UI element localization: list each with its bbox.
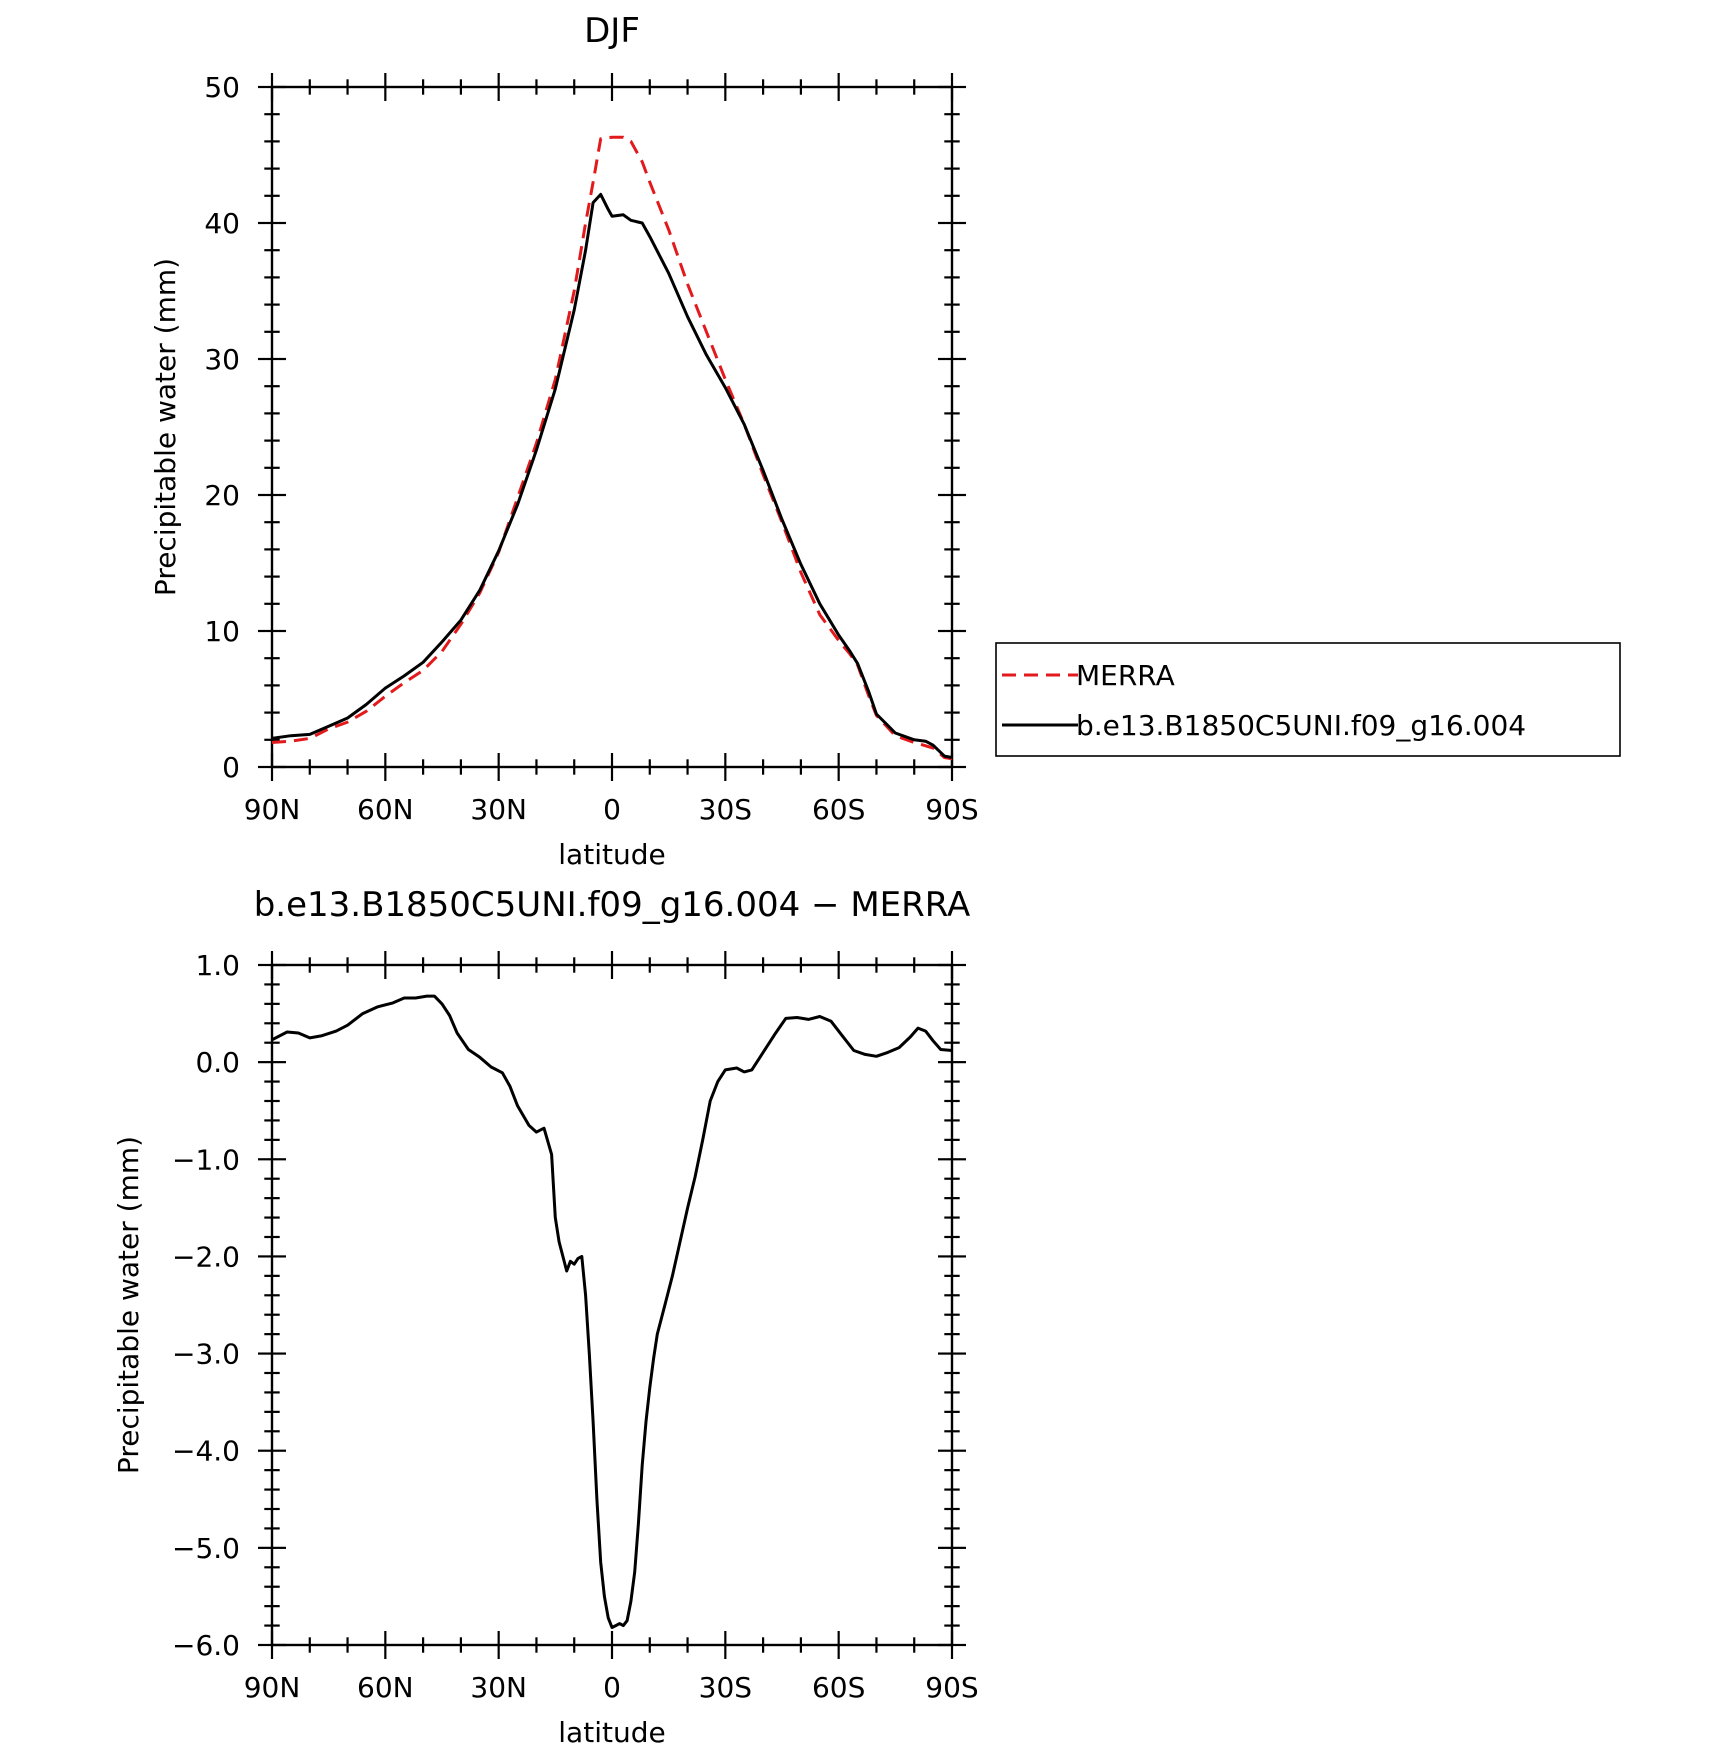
y-tick-label: 30 (204, 343, 240, 376)
legend-label: b.e13.B1850C5UNI.f09_g16.004 (1076, 709, 1526, 742)
chart-panel-2: b.e13.B1850C5UNI.f09_g16.004 − MERRA 90N 6… (112, 885, 979, 1745)
x-axis-label: latitude (558, 838, 665, 871)
x-tick-label: 90S (925, 793, 978, 826)
x-tick-label: 30S (699, 793, 752, 826)
x-tick-label: 60S (812, 1671, 865, 1704)
plot-frame (270, 963, 954, 1647)
y-tick-label: −1.0 (172, 1143, 240, 1176)
series-line-difference (271, 994, 953, 1629)
legend: MERRA b.e13.B1850C5UNI.f09_g16.004 (995, 642, 1621, 757)
y-tick-label: −3.0 (172, 1338, 240, 1371)
y-tick-label: 1.0 (195, 949, 240, 982)
plot-frame (270, 85, 954, 769)
y-tick-label: −5.0 (172, 1532, 240, 1565)
y-tick-label: −4.0 (172, 1435, 240, 1468)
y-tick-label: 0.0 (195, 1046, 240, 1079)
chart-title: b.e13.B1850C5UNI.f09_g16.004 − MERRA (254, 885, 971, 925)
y-tick-label: 10 (204, 615, 240, 648)
y-tick-label: −6.0 (172, 1629, 240, 1662)
y-axis-label: Precipitable water (mm) (149, 258, 182, 596)
legend-label: MERRA (1076, 659, 1175, 692)
series-line-b-e13-b1850c5uni-f09-g16-004 (271, 192, 953, 759)
x-tick-label: 0 (603, 793, 621, 826)
x-tick-label: 30N (470, 1671, 527, 1704)
y-axis-label: Precipitable water (mm) (112, 1136, 145, 1474)
x-tick-label: 60N (357, 793, 414, 826)
y-tick-label: 40 (204, 207, 240, 240)
x-tick-label: 30N (470, 793, 527, 826)
series-line-merra (271, 135, 953, 761)
x-tick-label: 90S (925, 1671, 978, 1704)
x-tick-label: 90N (244, 793, 301, 826)
y-tick-label: 20 (204, 479, 240, 512)
chart-title: DJF (584, 11, 640, 51)
legend-box (995, 642, 1621, 757)
y-tick-label: 0 (222, 751, 240, 784)
x-tick-label: 60S (812, 793, 865, 826)
x-tick-label: 30S (699, 1671, 752, 1704)
x-tick-label: 0 (603, 1671, 621, 1704)
y-tick-label: −2.0 (172, 1240, 240, 1273)
x-tick-label: 90N (244, 1671, 301, 1704)
y-tick-label: 50 (204, 71, 240, 104)
x-tick-label: 60N (357, 1671, 414, 1704)
x-axis-label: latitude (558, 1716, 665, 1745)
chart-panel-1: DJF 90N 60N 30N 0 30S 60S 90S 0 10 20 30 40 50 latitud… (149, 11, 1621, 871)
